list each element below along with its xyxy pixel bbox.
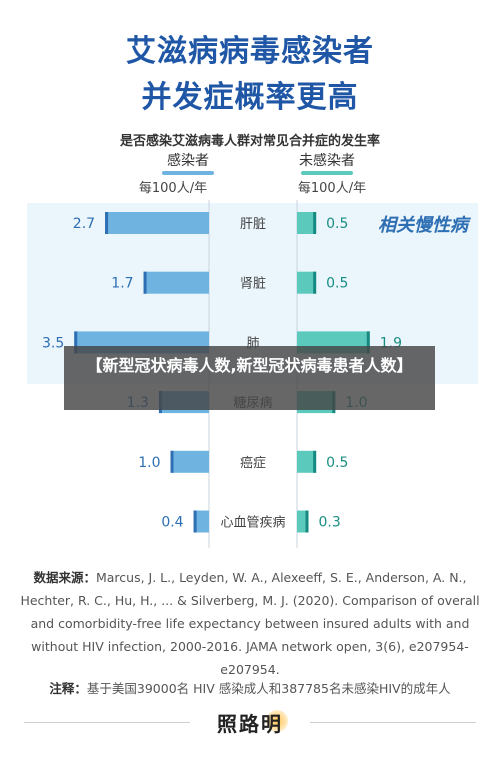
category-label: 心血管疾病	[220, 516, 285, 531]
uninfected-bar-edge	[366, 331, 370, 354]
infected-value-label: 3.5	[42, 335, 64, 351]
watermark-overlay: 【新型冠状病毒人数,新型冠状病毒患者人数】	[64, 346, 435, 410]
right-column-header: 未感染者	[267, 150, 387, 175]
left-column-underline	[162, 171, 214, 175]
infected-value-label: 0.4	[161, 515, 183, 531]
infected-bar-edge	[193, 510, 197, 533]
left-column-label: 感染者	[167, 153, 209, 169]
right-column-underline	[301, 171, 353, 175]
right-unit: 每100人/年	[297, 181, 367, 196]
uninfected-value-label: 0.5	[326, 455, 348, 471]
uninfected-bar	[297, 510, 309, 533]
butterfly-bar-chart: 相关慢性病2.70.5肝脏1.70.5肾脏3.51.9肺1.31.0糖尿病1.0…	[27, 200, 478, 548]
footer-rule-right	[310, 722, 476, 723]
uninfected-bar	[297, 212, 317, 234]
title-line-2: 并发症概率更高	[141, 80, 359, 115]
infected-bar-edge	[74, 331, 78, 354]
uninfected-value-label: 0.5	[326, 276, 348, 292]
category-label: 癌症	[240, 455, 266, 471]
category-label: 肾脏	[240, 277, 266, 292]
uninfected-value-label: 0.5	[326, 216, 348, 232]
uninfected-bar	[297, 271, 317, 294]
uninfected-value-label: 0.3	[318, 515, 340, 531]
uninfected-bar	[297, 450, 317, 473]
uninfected-bar-edge	[313, 450, 317, 473]
infected-bar	[170, 450, 209, 473]
infected-bar	[143, 271, 209, 294]
infected-value-label: 1.0	[138, 455, 160, 471]
title-line-1: 艾滋病病毒感染者	[126, 34, 374, 69]
highlight-group-label: 相关慢性病	[378, 215, 471, 236]
left-unit: 每100人/年	[138, 181, 208, 196]
infected-bar	[105, 212, 209, 234]
infected-bar-edge	[170, 450, 174, 473]
brand-logo: 照路明	[190, 708, 310, 737]
note-label: 注释：	[49, 681, 87, 696]
uninfected-bar-edge	[305, 510, 309, 533]
data-source-text: Marcus, J. L., Leyden, W. A., Alexeeff, …	[20, 570, 480, 677]
infected-value-label: 1.7	[111, 276, 133, 292]
uninfected-bar-edge	[313, 212, 317, 234]
uninfected-bar-edge	[313, 271, 317, 294]
logo-text: 照路明	[217, 712, 283, 736]
infected-bar-edge	[105, 212, 109, 234]
note-text: 基于美国39000名 HIV 感染成人和387785名未感染HIV的成年人	[86, 681, 451, 696]
note: 注释：基于美国39000名 HIV 感染成人和387785名未感染HIV的成年人	[0, 678, 500, 697]
left-column-header: 感染者	[128, 150, 248, 175]
category-label: 肝脏	[240, 217, 266, 232]
chart-subtitle: 是否感染艾滋病毒人群对常见合并症的发生率	[119, 134, 380, 149]
infected-bar-edge	[143, 271, 147, 294]
infected-value-label: 2.7	[73, 216, 95, 232]
footer-rule-left	[24, 722, 190, 723]
infected-bar	[193, 510, 209, 533]
data-source: 数据来源：Marcus, J. L., Leyden, W. A., Alexe…	[18, 566, 482, 681]
logo-glow	[266, 710, 288, 732]
data-source-label: 数据来源：	[33, 570, 96, 585]
right-column-label: 未感染者	[299, 153, 355, 169]
